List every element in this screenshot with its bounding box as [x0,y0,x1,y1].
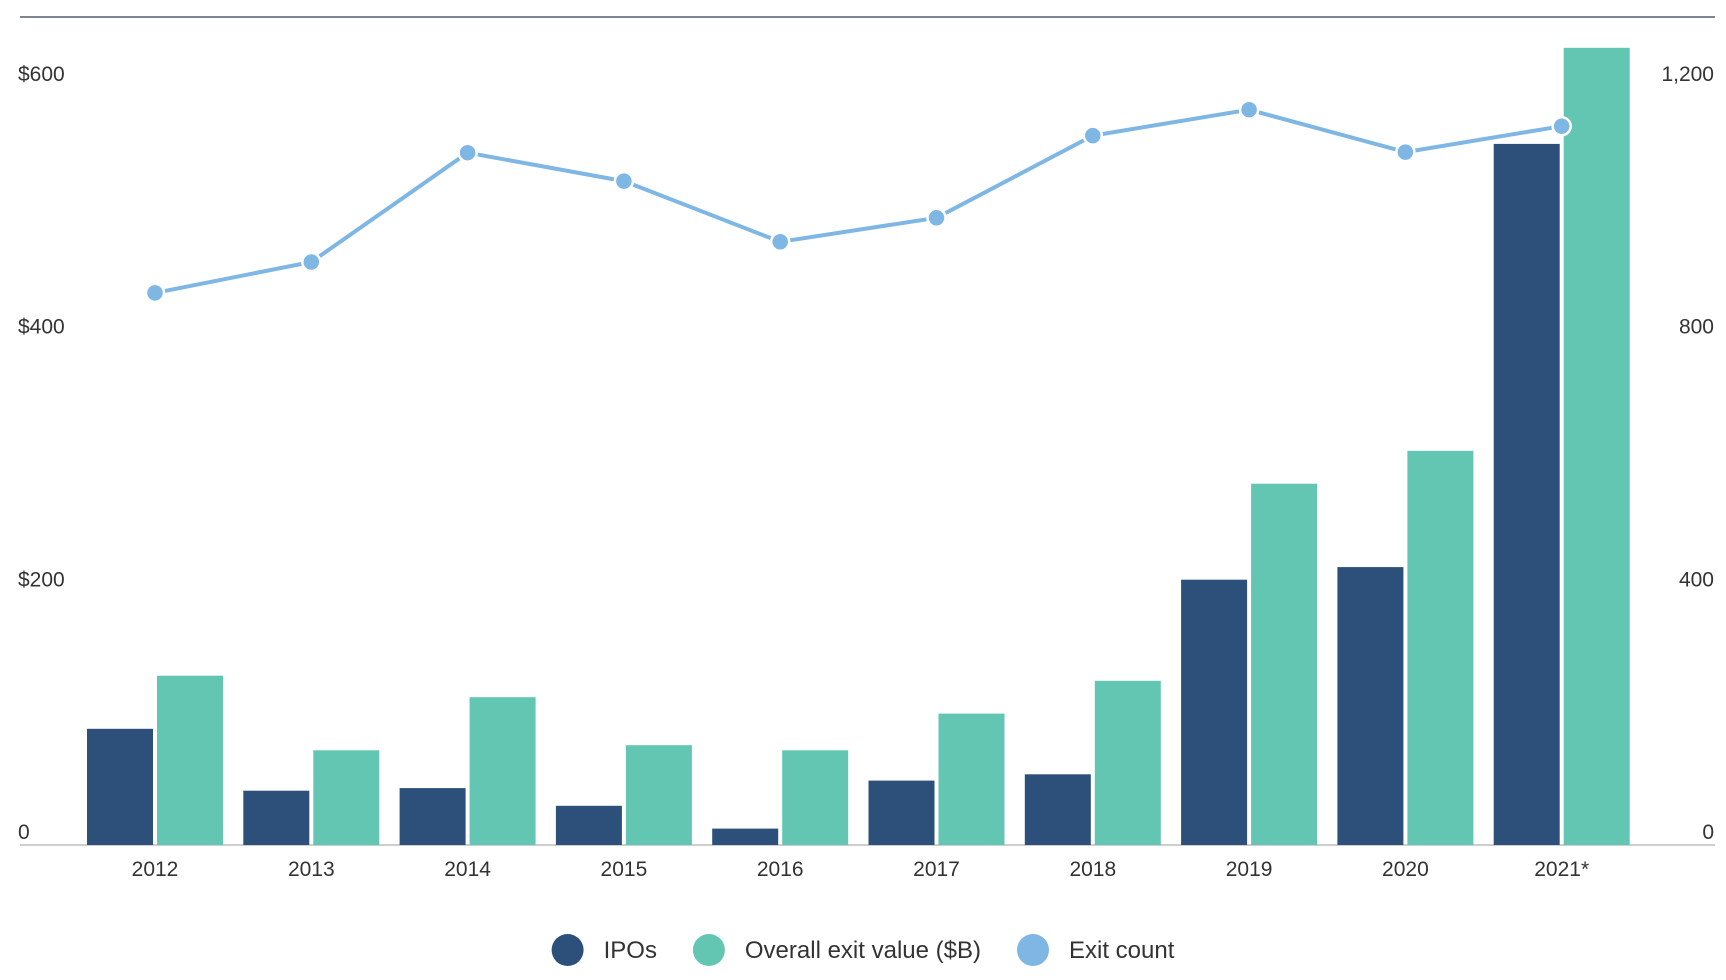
bar-ipos [1181,579,1248,845]
bar-overall-exit-value-b [938,713,1005,845]
x-axis-tick-label: 2020 [1382,858,1429,881]
legend-label: Exit count [1069,937,1175,964]
bar-overall-exit-value-b [1407,450,1474,845]
x-axis-tick-label: 2015 [601,858,648,881]
bar-series [87,47,1630,846]
right-axis: 0 400 800 1,200 [1661,63,1714,844]
left-axis-tick-label: $200 [18,568,65,591]
legend-swatch [692,934,725,966]
legend-label: Overall exit value ($B) [745,937,981,964]
legend-item: Overall exit value ($B) [692,934,981,966]
exit-count-point [1395,141,1416,163]
right-axis-tick-label: 400 [1679,568,1714,591]
x-axis-tick-label: 2021* [1534,858,1589,881]
legend-label: IPOs [604,937,657,964]
exit-count-point [1082,125,1104,146]
bar-overall-exit-value-b [469,697,536,845]
legend: IPOs Overall exit value ($B) Exit count [551,934,1175,966]
right-axis-tick-label: 800 [1679,316,1714,339]
x-axis-tick-label: 2019 [1226,858,1273,881]
left-axis-tick-label: 0 [18,821,30,844]
exit-count-point [926,207,947,229]
exit-count-point [457,142,478,163]
bar-overall-exit-value-b [1563,47,1630,846]
x-axis: 2012 2013 2014 2015 2016 2017 2018 2019 2020 2021… [132,858,1590,881]
exit-count-point [1551,115,1572,137]
bar-ipos [555,805,622,845]
x-axis-tick-label: 2016 [757,858,804,881]
exit-count-point [769,231,791,253]
bar-overall-exit-value-b [313,750,380,846]
bar-ipos [868,780,935,845]
legend-swatch [551,934,584,966]
bar-overall-exit-value-b [625,745,692,845]
x-axis-tick-label: 2012 [132,858,179,881]
bar-ipos [1337,567,1404,845]
bar-ipos [243,790,310,845]
x-axis-tick-label: 2014 [444,858,491,881]
left-axis-tick-label: $400 [18,316,65,339]
bar-overall-exit-value-b [1094,680,1161,845]
exit-count-point [301,251,322,273]
exit-count-line-path [154,107,1563,295]
bar-overall-exit-value-b [1251,483,1318,845]
x-axis-tick-label: 2018 [1069,858,1116,881]
legend-item: Exit count [1017,934,1175,966]
exit-count-point [144,282,166,304]
bar-ipos [399,788,466,845]
bar-ipos [87,728,153,845]
left-axis: 0 $200 $400 $600 [18,63,65,844]
legend-swatch [1017,934,1049,966]
exit-count-point [1238,99,1260,120]
bar-ipos [1493,143,1560,845]
bar-ipos [1024,774,1091,845]
bar-ipos [712,828,779,845]
right-axis-tick-label: 0 [1702,821,1714,844]
exit-count-point [613,170,635,192]
bar-overall-exit-value-b [782,750,849,846]
left-axis-tick-label: $600 [18,63,65,86]
x-axis-tick-label: 2013 [288,858,335,881]
exit-count-line [144,99,1572,304]
right-axis-tick-label: 1,200 [1661,63,1714,86]
legend-item: IPOs [551,934,657,966]
x-axis-tick-label: 2017 [913,858,960,881]
bar-overall-exit-value-b [157,675,223,845]
